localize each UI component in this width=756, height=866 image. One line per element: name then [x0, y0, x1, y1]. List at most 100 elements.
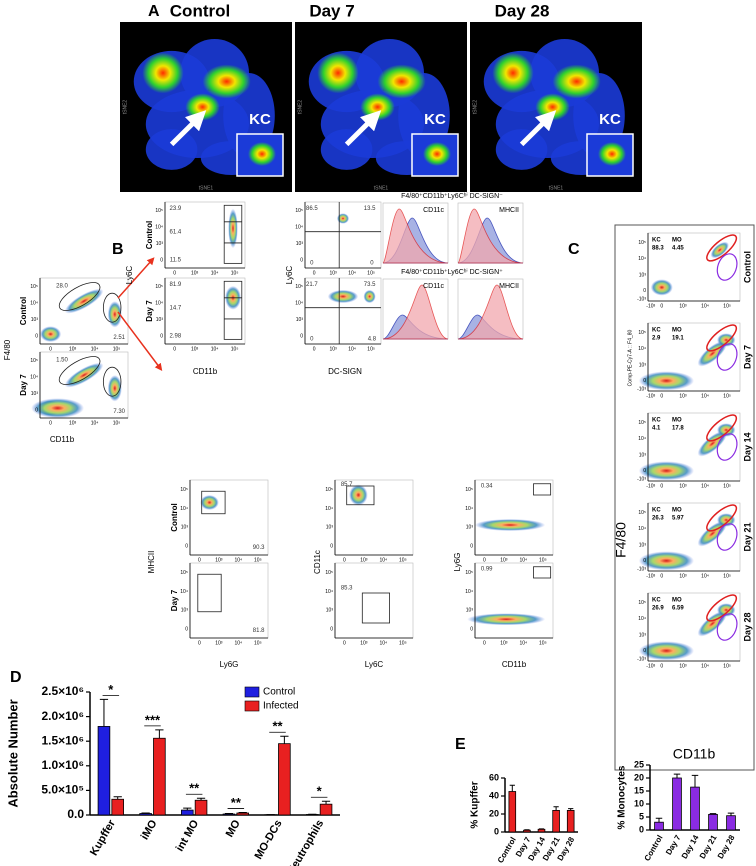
y-tick-label: 0.0 — [67, 807, 84, 821]
panel-c-frame — [614, 224, 755, 771]
gate — [716, 343, 738, 371]
y-tick-label: 10⁴ — [30, 374, 38, 380]
gate-value: 0 — [310, 260, 314, 266]
x-tick-label: 10⁴ — [520, 640, 528, 646]
gate-value: 81.9 — [170, 282, 182, 288]
histogram-header: F4/80⁺CD11b⁺Ly6Cʰⁱ DC-SIGN⁻ — [401, 192, 503, 200]
cell-density — [31, 398, 85, 418]
significance: ** — [189, 781, 200, 796]
x-tick-label: 10⁴ — [520, 557, 528, 563]
x-tick-label: 10⁵ — [231, 346, 239, 352]
gate-value: 26.3 — [652, 516, 664, 522]
error-bar — [321, 800, 331, 805]
x-tick-label: Day 7 — [664, 833, 683, 856]
error-bar — [99, 698, 109, 727]
axis-label: CD11c — [313, 550, 322, 574]
cell-density — [40, 326, 62, 343]
gate-value: 88.3 — [652, 246, 664, 252]
x-tick-label: 10³ — [215, 640, 223, 646]
gate — [197, 573, 222, 613]
x-tick-label: 10³ — [191, 270, 199, 276]
marker-label: CD11c — [423, 283, 444, 290]
x-tick-label: 10⁵ — [723, 303, 731, 309]
histogram-red — [382, 284, 449, 340]
tsne-cluster — [145, 129, 198, 170]
cell-density — [650, 279, 673, 296]
x-tick-label: 10⁵ — [254, 640, 262, 646]
error-bar — [509, 784, 515, 792]
axis-label: tSNE1 — [374, 185, 389, 191]
gate-value: 0.99 — [481, 567, 493, 573]
cell-density — [349, 484, 368, 506]
tsne-hotspot — [185, 93, 220, 121]
y-tick-label: 0 — [35, 333, 38, 339]
x-tick-label: 0 — [49, 346, 52, 352]
y-tick-label: 5 — [639, 811, 644, 821]
significance: * — [317, 784, 323, 799]
panel-letter: A — [148, 3, 160, 20]
x-tick-label: 10³ — [500, 640, 508, 646]
y-tick-label: 0 — [185, 543, 188, 549]
y-tick-label: 10⁴ — [465, 506, 473, 512]
gating-arrow — [117, 257, 155, 299]
y-tick-label: 10⁵ — [638, 420, 646, 426]
x-tick-label: 10⁵ — [231, 270, 239, 276]
y-tick-label: 0 — [643, 468, 646, 474]
y-tick-label: 1.5×10⁶ — [41, 733, 84, 747]
x-tick-label: 10³ — [191, 346, 199, 352]
cell-density — [710, 241, 729, 259]
y-tick-label: 10⁴ — [638, 616, 646, 622]
y-tick-label: 10³ — [181, 525, 189, 531]
x-tick-label: 10³ — [679, 663, 687, 669]
x-tick-label: 10³ — [679, 303, 687, 309]
y-tick-label: 10⁵ — [638, 330, 646, 336]
x-tick-label: MO-DCs — [253, 818, 285, 862]
y-tick-label: 10³ — [31, 391, 39, 397]
y-tick-label: 10⁵ — [295, 284, 303, 290]
y-tick-label: 20 — [489, 808, 499, 818]
condition-label: Control — [742, 251, 752, 283]
y-tick-label: 10⁵ — [180, 570, 188, 576]
channel-label: Comp-PE-Cy7-A :: F4_80 — [627, 329, 633, 386]
x-tick-label: 10⁴ — [211, 346, 219, 352]
y-tick-label: 0 — [35, 407, 38, 413]
x-tick-label: 10⁵ — [367, 346, 375, 352]
x-tick-label: Day 28 — [716, 833, 737, 860]
gate-value: 85.7 — [341, 482, 353, 488]
error-bar — [155, 729, 164, 739]
y-tick-label: 0 — [185, 626, 188, 632]
cell-density — [467, 613, 546, 626]
x-tick-label: 10⁵ — [367, 270, 375, 276]
cell-density — [638, 641, 695, 661]
x-tick-label: 0 — [198, 557, 201, 563]
significance: ** — [272, 719, 283, 734]
x-tick-label: -10³ — [646, 393, 655, 399]
x-tick-label: -10³ — [646, 573, 655, 579]
gate-value: 61.4 — [170, 229, 182, 235]
cell-density — [228, 208, 238, 249]
y-tick-label: 10⁴ — [325, 506, 333, 512]
y-tick-label: 10⁴ — [638, 526, 646, 532]
condition-label: Control — [19, 297, 28, 325]
gate — [716, 613, 738, 641]
y-tick-label: 10³ — [31, 317, 39, 323]
axis-label: Ly6C — [365, 660, 384, 669]
x-tick-label: 10³ — [69, 420, 77, 426]
bar — [552, 810, 560, 833]
tsne-cluster — [495, 129, 548, 170]
gate-value: 2.9 — [652, 336, 661, 342]
y-tick-label: 10⁴ — [180, 589, 188, 595]
cell-density — [64, 362, 104, 388]
axis-label: Ly6C — [125, 266, 134, 285]
y-tick-label: 20 — [634, 772, 644, 782]
bar — [97, 726, 111, 816]
inset-hotspot — [598, 142, 626, 166]
y-tick-label: 0 — [643, 288, 646, 294]
y-tick-label: 40 — [489, 790, 499, 800]
gate — [716, 523, 738, 551]
x-tick-label: 10⁴ — [91, 346, 99, 352]
gate — [716, 433, 738, 461]
tsne-hotspot — [142, 52, 184, 94]
gate-name: KC — [652, 598, 661, 604]
error-bar — [709, 813, 717, 815]
